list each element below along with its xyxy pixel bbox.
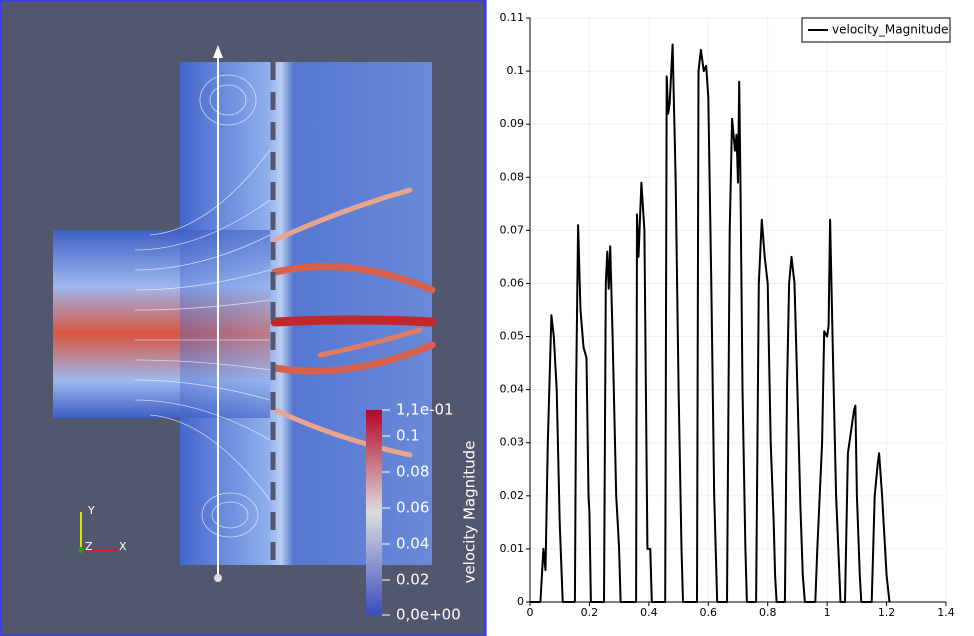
y-tick-label: 0.01 bbox=[500, 542, 525, 555]
line-chart-view[interactable] bbox=[487, 0, 974, 636]
y-tick-label: 0.03 bbox=[500, 436, 525, 449]
y-tick-label: 0.05 bbox=[500, 330, 525, 343]
colorbar-label: 0.04 bbox=[396, 535, 429, 553]
y-tick-label: 0.1 bbox=[507, 64, 525, 77]
line-chart: 0 0.01 0.02 0.03 0.04 0.05 0.06 0.07 0.08 0.09 0.1… bbox=[500, 11, 955, 619]
y-tick-label: 0.07 bbox=[500, 223, 525, 236]
y-tick-label: 0.11 bbox=[500, 11, 525, 24]
streamlines bbox=[134, 74, 271, 538]
data-line bbox=[530, 43, 891, 603]
x-tick-label: 0.6 bbox=[700, 606, 718, 619]
x-tick-label: 0.2 bbox=[581, 606, 599, 619]
colorbar-label: 0,0e+00 bbox=[396, 606, 461, 624]
jets bbox=[270, 187, 437, 458]
axes-triad: Y Z X bbox=[78, 504, 127, 553]
colorbar-label: 0.08 bbox=[396, 463, 429, 481]
colorbar-label: 0.1 bbox=[396, 427, 420, 445]
legend-label: velocity_Magnitude bbox=[832, 23, 948, 37]
core-flow bbox=[130, 230, 270, 418]
axis-label: Y bbox=[87, 504, 95, 517]
axis-label: Z bbox=[85, 540, 93, 553]
colorbar-title: velocity Magnitude bbox=[461, 441, 479, 584]
x-tick-label: 1 bbox=[824, 606, 831, 619]
axis-label: X bbox=[119, 540, 127, 553]
y-tick-label: 0.08 bbox=[500, 170, 525, 183]
colorbar-label: 0.06 bbox=[396, 499, 429, 517]
y-tick-label: 0 bbox=[517, 595, 524, 608]
probe-handle[interactable] bbox=[214, 574, 222, 582]
x-tick-label: 0 bbox=[527, 606, 534, 619]
y-tick-label: 0.06 bbox=[500, 276, 525, 289]
x-tick-label: 0.4 bbox=[640, 606, 658, 619]
colorbar-label: 0.02 bbox=[396, 571, 429, 589]
x-tick-label: 1.4 bbox=[937, 606, 955, 619]
x-tick-label: 0.8 bbox=[759, 606, 777, 619]
x-tick-label: 1.2 bbox=[878, 606, 896, 619]
y-tick-label: 0.02 bbox=[500, 489, 525, 502]
y-tick-label: 0.09 bbox=[500, 117, 525, 130]
colorbar-label: 1,1e-01 bbox=[396, 401, 454, 419]
colorbar bbox=[366, 410, 382, 615]
probe-arrow bbox=[213, 45, 223, 58]
y-tick-label: 0.04 bbox=[500, 383, 525, 396]
legend: velocity_Magnitude bbox=[801, 17, 951, 43]
